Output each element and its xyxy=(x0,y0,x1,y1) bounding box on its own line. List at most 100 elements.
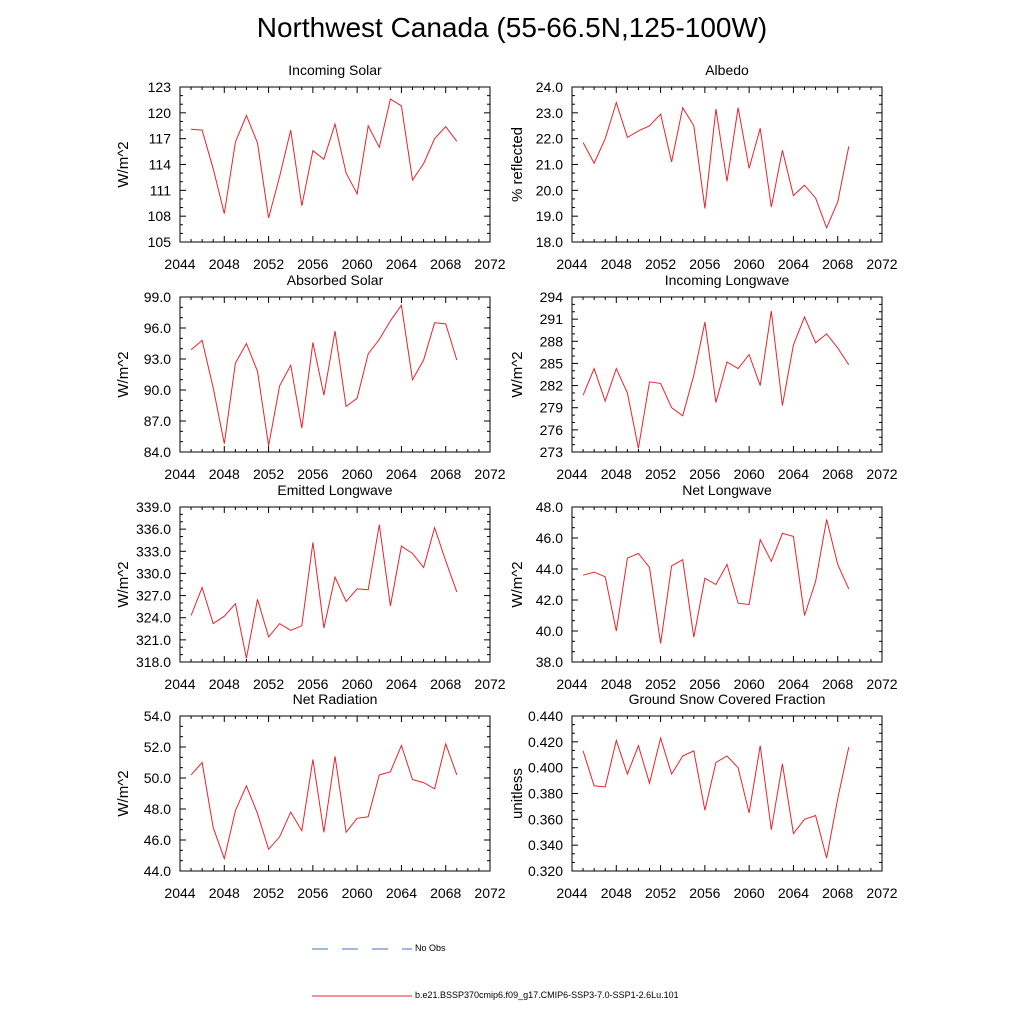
panel-title: Albedo xyxy=(705,62,749,78)
y-tick-label: 117 xyxy=(149,131,172,147)
panel-emitted-longwave: 2044 2048 2052 2056 2060 2064 2068 2072 318.0 321… xyxy=(115,482,506,692)
x-tick-label: 2044 xyxy=(164,256,195,272)
y-tick-label: 0.420 xyxy=(528,734,563,750)
x-tick-label: 2064 xyxy=(778,256,809,272)
x-tick-label: 2068 xyxy=(430,466,461,482)
x-tick-label: 2072 xyxy=(866,466,897,482)
x-tick-label: 2060 xyxy=(734,885,765,901)
y-tick-label: 46.0 xyxy=(144,832,171,848)
y-tick-label: 44.0 xyxy=(536,561,563,577)
panel-title: Emitted Longwave xyxy=(277,482,392,498)
x-tick-label: 2072 xyxy=(866,676,897,692)
panel-title: Incoming Longwave xyxy=(665,272,790,288)
x-tick-label: 2064 xyxy=(778,885,809,901)
y-tick-label: 288 xyxy=(540,333,564,349)
x-tick-label: 2052 xyxy=(645,676,676,692)
y-tick-label: 0.340 xyxy=(528,837,563,853)
x-tick-label: 2072 xyxy=(866,256,897,272)
x-tick-label: 2060 xyxy=(342,256,373,272)
x-tick-label: 2052 xyxy=(253,676,284,692)
y-tick-label: 24.0 xyxy=(536,79,563,95)
x-tick-label: 2068 xyxy=(430,885,461,901)
y-tick-label: 84.0 xyxy=(144,444,171,460)
series-line xyxy=(190,303,458,446)
y-tick-label: 0.320 xyxy=(528,863,563,879)
y-tick-label: 48.0 xyxy=(536,499,563,515)
y-tick-label: 38.0 xyxy=(536,654,563,670)
x-tick-label: 2060 xyxy=(734,466,765,482)
y-tick-label: 50.0 xyxy=(144,770,171,786)
x-tick-label: 2052 xyxy=(253,256,284,272)
panel-absorbed-solar: 2044 2048 2052 2056 2060 2064 2068 2072 84.0 87.0… xyxy=(115,272,506,482)
x-tick-label: 2068 xyxy=(430,256,461,272)
x-tick-label: 2064 xyxy=(386,885,417,901)
y-tick-label: 18.0 xyxy=(536,234,563,250)
y-tick-label: 294 xyxy=(540,289,564,305)
y-tick-label: 99.0 xyxy=(144,289,171,305)
y-tick-label: 111 xyxy=(150,182,171,198)
y-tick-label: 291 xyxy=(540,311,564,327)
x-tick-label: 2044 xyxy=(556,466,587,482)
panel-net-longwave: 2044 2048 2052 2056 2060 2064 2068 2072 38.0 40.0… xyxy=(509,482,898,692)
y-axis-label: % reflected xyxy=(509,127,526,202)
series-line xyxy=(582,519,850,644)
x-tick-label: 2068 xyxy=(822,256,853,272)
x-tick-label: 2048 xyxy=(209,466,240,482)
y-tick-label: 330.0 xyxy=(136,565,171,581)
x-tick-label: 2052 xyxy=(645,885,676,901)
x-tick-label: 2068 xyxy=(822,676,853,692)
y-tick-label: 0.380 xyxy=(528,786,563,802)
x-tick-label: 2048 xyxy=(601,466,632,482)
x-tick-label: 2044 xyxy=(164,676,195,692)
y-tick-label: 44.0 xyxy=(144,863,171,879)
y-tick-label: 40.0 xyxy=(536,623,563,639)
y-axis-label: W/m^2 xyxy=(509,561,526,607)
panel-title: Ground Snow Covered Fraction xyxy=(629,691,826,707)
series-line xyxy=(190,524,458,659)
y-tick-label: 114 xyxy=(149,157,172,173)
x-tick-label: 2072 xyxy=(474,885,505,901)
y-tick-label: 339.0 xyxy=(136,499,171,515)
x-tick-label: 2056 xyxy=(689,885,720,901)
plot-frame xyxy=(571,715,883,872)
x-tick-label: 2064 xyxy=(386,676,417,692)
y-tick-label: 0.400 xyxy=(528,760,563,776)
y-tick-label: 93.0 xyxy=(144,351,171,367)
x-tick-label: 2056 xyxy=(689,466,720,482)
series-line xyxy=(582,100,850,230)
x-tick-label: 2044 xyxy=(556,256,587,272)
panel-incoming-longwave: 2044 2048 2052 2056 2060 2064 2068 2072 273 276 27… xyxy=(509,272,898,482)
panel-net-radiation: 2044 2048 2052 2056 2060 2064 2068 2072 44.0 46.0… xyxy=(115,691,506,901)
panel-title: Incoming Solar xyxy=(288,62,382,78)
y-tick-label: 336.0 xyxy=(136,521,171,537)
x-tick-label: 2044 xyxy=(556,885,587,901)
x-tick-label: 2052 xyxy=(253,466,284,482)
x-tick-label: 2048 xyxy=(601,885,632,901)
x-tick-label: 2072 xyxy=(474,466,505,482)
x-tick-label: 2052 xyxy=(645,256,676,272)
panel-albedo: 2044 2048 2052 2056 2060 2064 2068 2072 18.0 19.0… xyxy=(509,62,898,272)
plot-frame xyxy=(179,506,491,663)
y-tick-label: 282 xyxy=(540,378,564,394)
plot-frame xyxy=(179,86,491,243)
y-tick-label: 19.0 xyxy=(536,208,563,224)
y-tick-label: 42.0 xyxy=(536,592,563,608)
x-tick-label: 2048 xyxy=(601,676,632,692)
x-tick-label: 2044 xyxy=(164,885,195,901)
plot-frame xyxy=(571,506,883,663)
x-tick-label: 2060 xyxy=(734,676,765,692)
y-tick-label: 54.0 xyxy=(144,708,171,724)
x-tick-label: 2052 xyxy=(645,466,676,482)
x-tick-label: 2060 xyxy=(342,676,373,692)
y-tick-label: 22.0 xyxy=(536,131,563,147)
x-tick-label: 2056 xyxy=(297,676,328,692)
x-tick-label: 2048 xyxy=(209,256,240,272)
panel-ground-snow-covered-fraction: 2044 2048 2052 2056 2060 2064 2068 2072 0.320 0.3… xyxy=(509,691,898,901)
y-tick-label: 87.0 xyxy=(144,413,171,429)
x-tick-label: 2060 xyxy=(342,466,373,482)
y-tick-label: 321.0 xyxy=(136,632,171,648)
x-tick-label: 2068 xyxy=(822,885,853,901)
x-tick-label: 2068 xyxy=(822,466,853,482)
x-tick-label: 2064 xyxy=(386,256,417,272)
